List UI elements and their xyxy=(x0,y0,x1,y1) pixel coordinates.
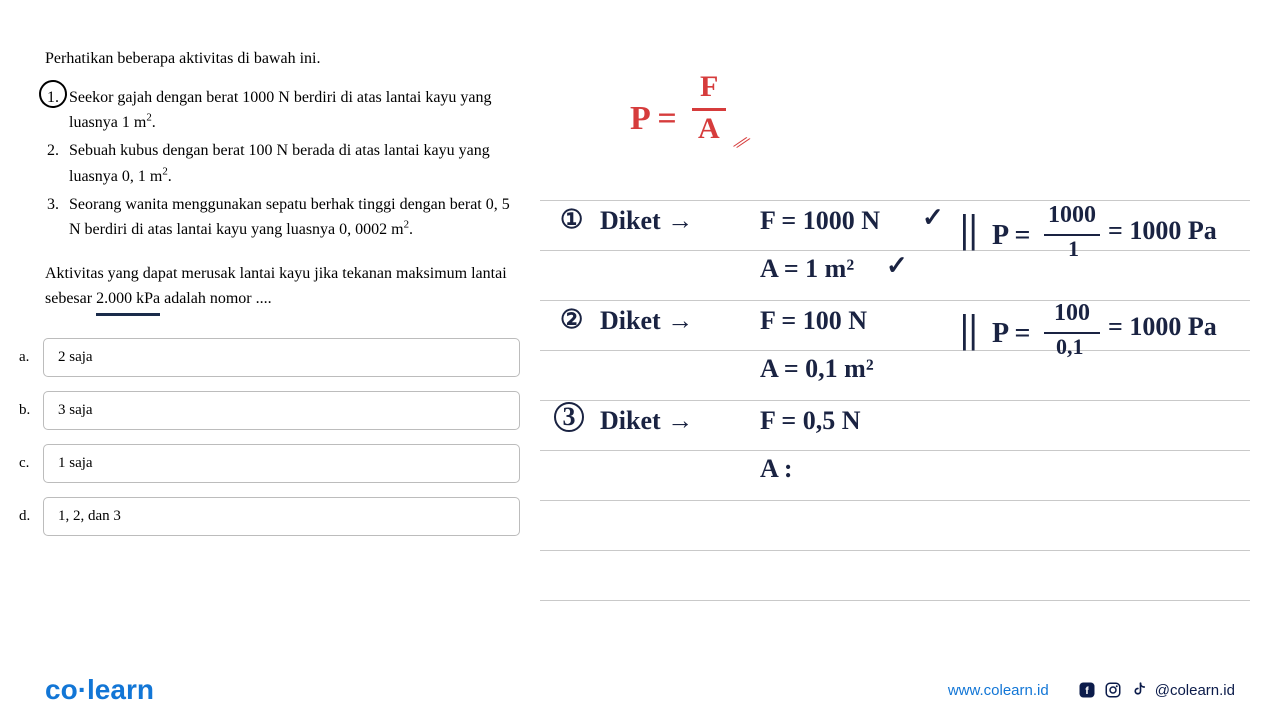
option-letter: c. xyxy=(19,455,43,472)
eq-A: A = 1 m² xyxy=(760,254,854,284)
tick-marks: ⁄⁄ xyxy=(734,132,748,156)
diket-label: Diket → xyxy=(600,406,693,436)
P-eq: P = xyxy=(992,220,1031,252)
formula-A: A xyxy=(698,112,720,146)
option-letter: b. xyxy=(19,402,43,419)
ruled-line xyxy=(540,300,1250,301)
svg-text:f: f xyxy=(1085,685,1089,697)
ruled-line xyxy=(540,400,1250,401)
item-number: 3. xyxy=(47,193,59,217)
frac-bot: 1 xyxy=(1068,236,1079,262)
list-item: 1. Seekor gajah dengan berat 1000 N berd… xyxy=(69,86,520,135)
footer: co·learn www.colearn.id f @colearn.id xyxy=(0,660,1280,720)
diket-label: Diket → xyxy=(600,306,693,336)
item-number: 2. xyxy=(47,139,59,163)
handwriting-panel: P = F A ⁄⁄ ① Diket → F = 1000 N ✓ A = 1 … xyxy=(540,50,1280,640)
diket-label: Diket → xyxy=(600,206,693,236)
brand-logo: co·learn xyxy=(45,674,154,706)
option-row: d. 1, 2, dan 3 xyxy=(19,497,520,536)
eq-F: F = 1000 N xyxy=(760,206,880,236)
separator: || xyxy=(960,305,978,352)
option-box[interactable]: 3 saja xyxy=(43,391,520,430)
circled-one-icon: ① xyxy=(560,205,583,235)
website-link[interactable]: www.colearn.id xyxy=(948,682,1049,699)
option-row: a. 2 saja xyxy=(19,338,520,377)
social-handle[interactable]: @colearn.id xyxy=(1155,682,1235,699)
ruled-line xyxy=(540,200,1250,201)
tiktok-icon[interactable] xyxy=(1129,680,1149,700)
option-row: b. 3 saja xyxy=(19,391,520,430)
activity-list: 1. Seekor gajah dengan berat 1000 N berd… xyxy=(45,86,520,242)
frac-top: 1000 xyxy=(1048,202,1096,229)
item-text: Seekor gajah dengan berat 1000 N berdiri… xyxy=(69,89,492,131)
ruled-line xyxy=(540,550,1250,551)
item-text: Sebuah kubus dengan berat 100 N berada d… xyxy=(69,142,490,184)
eq-F: F = 0,5 N xyxy=(760,406,861,436)
social-group: f @colearn.id xyxy=(1077,680,1235,700)
separator: || xyxy=(960,205,978,252)
formula-P: P = xyxy=(630,100,677,138)
facebook-icon[interactable]: f xyxy=(1077,680,1097,700)
P-eq: P = xyxy=(992,318,1031,350)
formula-F: F xyxy=(700,70,718,104)
check-icon: ✓ xyxy=(886,251,908,281)
option-letter: a. xyxy=(19,349,43,366)
ruled-line xyxy=(540,600,1250,601)
option-box[interactable]: 1, 2, dan 3 xyxy=(43,497,520,536)
circled-two-icon: ② xyxy=(560,305,583,335)
intro-text: Perhatikan beberapa aktivitas di bawah i… xyxy=(45,50,520,68)
eq-A: A = 0,1 m² xyxy=(760,354,874,384)
ruled-line xyxy=(540,350,1250,351)
list-item: 3. Seorang wanita menggunakan sepatu ber… xyxy=(69,193,520,242)
option-row: c. 1 saja xyxy=(19,444,520,483)
result: = 1000 Pa xyxy=(1108,312,1217,342)
list-item: 2. Sebuah kubus dengan berat 100 N berad… xyxy=(69,139,520,188)
fraction-bar-icon xyxy=(692,108,726,111)
instagram-icon[interactable] xyxy=(1103,680,1123,700)
option-letter: d. xyxy=(19,508,43,525)
item-text: Seorang wanita menggunakan sepatu berhak… xyxy=(69,196,510,238)
result: = 1000 Pa xyxy=(1108,216,1217,246)
circled-three-icon: 3 xyxy=(554,402,584,432)
ruled-line xyxy=(540,500,1250,501)
question-text: Aktivitas yang dapat merusak lantai kayu… xyxy=(45,262,520,316)
eq-F: F = 100 N xyxy=(760,306,867,336)
frac-bot: 0,1 xyxy=(1056,334,1084,360)
frac-top: 100 xyxy=(1054,300,1090,327)
underlined-value: 2.000 kPa xyxy=(96,287,160,316)
option-box[interactable]: 2 saja xyxy=(43,338,520,377)
options-container: a. 2 saja b. 3 saja c. 1 saja d. 1, 2, d… xyxy=(19,338,520,536)
ruled-line xyxy=(540,450,1250,451)
option-box[interactable]: 1 saja xyxy=(43,444,520,483)
eq-A: A : xyxy=(760,454,793,484)
item-number: 1. xyxy=(47,86,59,110)
check-icon: ✓ xyxy=(922,203,944,233)
